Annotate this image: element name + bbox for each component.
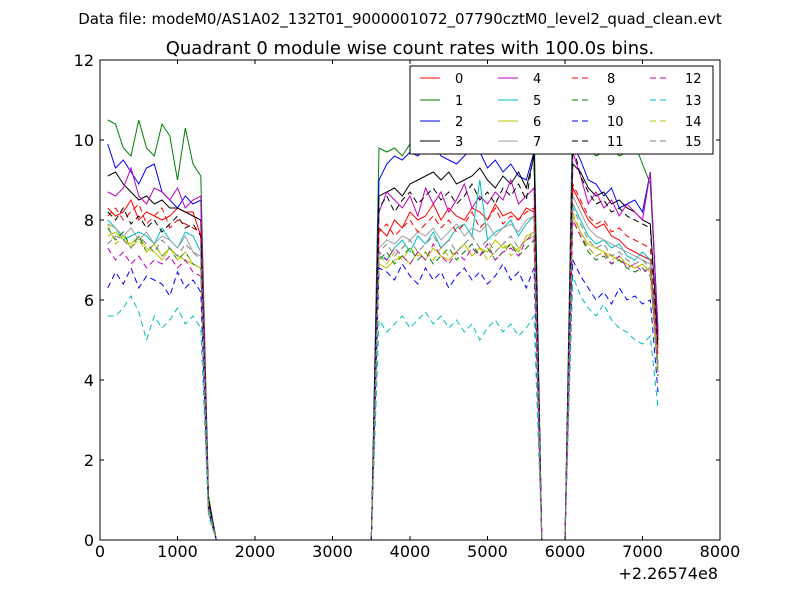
figure-suptitle: Data file: modeM0/AS1A02_132T01_90000010…: [78, 10, 722, 29]
chart-title: Quadrant 0 module wise count rates with …: [166, 38, 655, 59]
x-tick-label: 5000: [467, 542, 508, 561]
x-tick-label: 3000: [312, 542, 353, 561]
legend-frame: [409, 65, 714, 155]
legend-label-7: 7: [533, 135, 541, 150]
y-tick-label: 10: [74, 131, 94, 150]
legend-label-4: 4: [533, 72, 541, 87]
x-tick-label: 6000: [545, 542, 586, 561]
y-tick-label: 8: [84, 211, 94, 230]
x-axis-offset-label: +2.26574e8: [618, 564, 718, 583]
y-tick-label: 2: [84, 451, 94, 470]
legend-label-0: 0: [455, 72, 463, 87]
x-tick-label: 4000: [390, 542, 431, 561]
legend-label-10: 10: [607, 115, 624, 130]
y-tick-label: 12: [74, 51, 94, 70]
legend-label-3: 3: [455, 135, 463, 150]
legend-label-12: 12: [685, 72, 702, 87]
legend-label-1: 1: [455, 94, 463, 109]
series-line-15: [107, 207, 659, 540]
legend-label-8: 8: [607, 72, 615, 87]
series-line-10: [107, 259, 659, 540]
legend-label-11: 11: [607, 135, 624, 150]
legend-label-14: 14: [685, 115, 702, 130]
legend-label-15: 15: [685, 135, 702, 150]
legend-label-9: 9: [607, 94, 615, 109]
legend-label-5: 5: [533, 94, 541, 109]
x-tick-label: 8000: [700, 542, 741, 561]
y-tick-label: 6: [84, 291, 94, 310]
x-tick-label: 2000: [235, 542, 276, 561]
legend-label-13: 13: [685, 94, 702, 109]
x-axis: 0 1000 2000 3000 4000 5000 6000 7000 8000: [95, 60, 740, 561]
series-line-9: [107, 219, 659, 540]
series-group: [107, 99, 659, 540]
y-tick-label: 0: [84, 531, 94, 550]
x-tick-label: 7000: [622, 542, 663, 561]
legend-label-6: 6: [533, 115, 541, 130]
y-tick-label: 4: [84, 371, 94, 390]
x-tick-label: 1000: [157, 542, 198, 561]
x-tick-label: 0: [95, 542, 105, 561]
legend-label-2: 2: [455, 115, 463, 130]
